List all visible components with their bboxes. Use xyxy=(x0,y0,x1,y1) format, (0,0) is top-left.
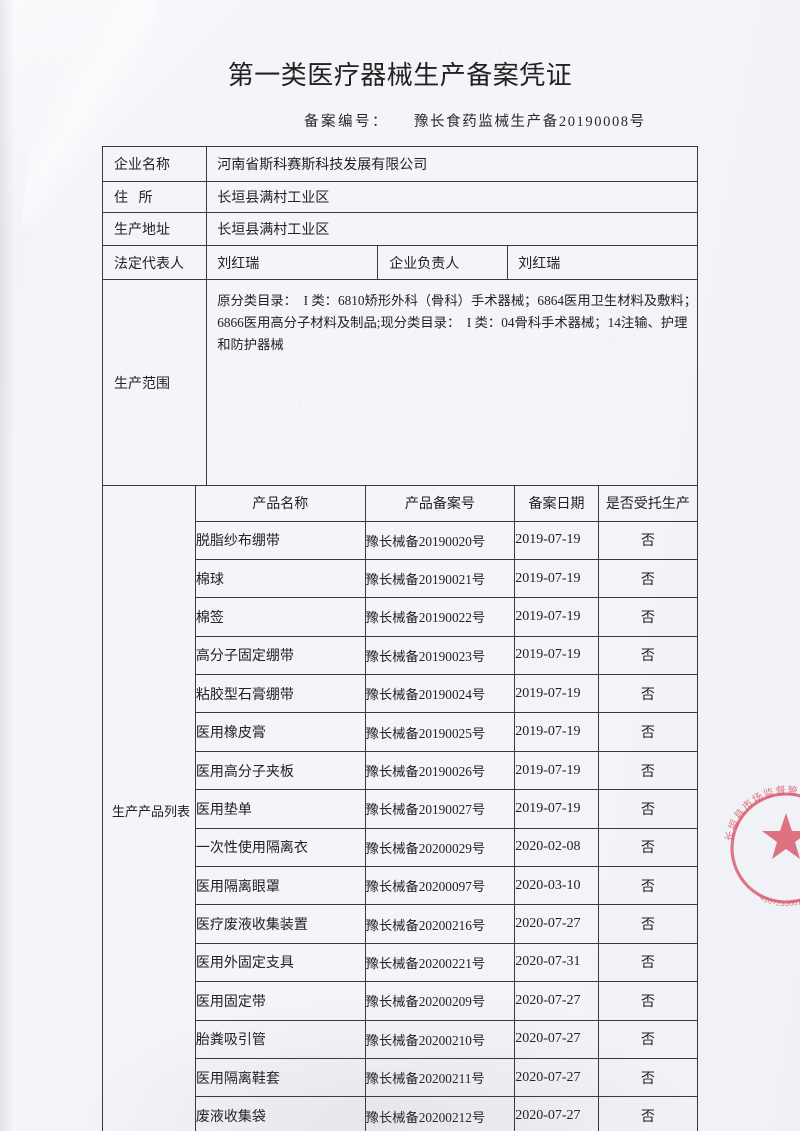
svg-text:4107250001: 4107250001 xyxy=(759,893,800,908)
